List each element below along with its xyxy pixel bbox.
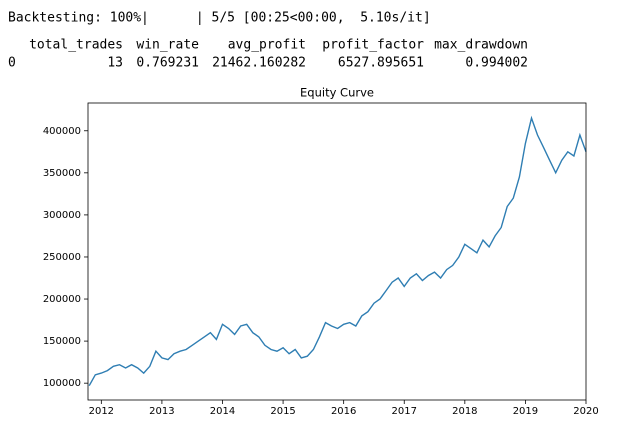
x-tick-label: 2015 <box>270 406 295 417</box>
table-cell: 0.994002 <box>465 56 528 71</box>
y-tick-label: 400000 <box>43 126 81 137</box>
row-index: 0 <box>8 56 16 71</box>
x-tick-label: 2020 <box>573 406 598 417</box>
y-tick-label: 250000 <box>43 252 81 263</box>
column-header: avg_profit <box>228 38 306 53</box>
plot: 100000 150000 200000 250000 300000 350000 4000… <box>43 102 599 417</box>
column-header: total_trades <box>29 38 123 53</box>
x-tick-label: 2019 <box>513 406 538 417</box>
y-tick-label: 200000 <box>43 294 81 305</box>
column-header: win_rate <box>136 38 199 53</box>
x-tick-label: 2013 <box>149 406 174 417</box>
y-tick-label: 350000 <box>43 168 81 179</box>
column-header: max_drawdown <box>434 38 528 53</box>
progress-text: Backtesting: 100%| | 5/5 [00:25<00:00, 5… <box>8 11 431 26</box>
x-tick-label: 2014 <box>210 406 235 417</box>
y-tick-label: 100000 <box>43 378 81 389</box>
x-tick-label: 2012 <box>89 406 114 417</box>
table-cell: 21462.160282 <box>212 56 306 71</box>
table-cell: 0.769231 <box>136 56 199 71</box>
y-tick-label: 300000 <box>43 210 81 221</box>
x-tick-label: 2018 <box>452 406 477 417</box>
table-cell: 13 <box>107 56 123 71</box>
table-cell: 6527.895651 <box>338 56 424 71</box>
column-header: profit_factor <box>322 38 424 53</box>
plot-frame <box>87 102 587 401</box>
dataframe: total_trades win_rate avg_profit profit_fac… <box>8 38 528 71</box>
chart-title: Equity Curve <box>300 86 374 100</box>
x-tick-label: 2016 <box>331 406 356 417</box>
y-tick-label: 150000 <box>43 336 81 347</box>
equity-line <box>88 115 587 387</box>
x-tick-label: 2017 <box>392 406 417 417</box>
